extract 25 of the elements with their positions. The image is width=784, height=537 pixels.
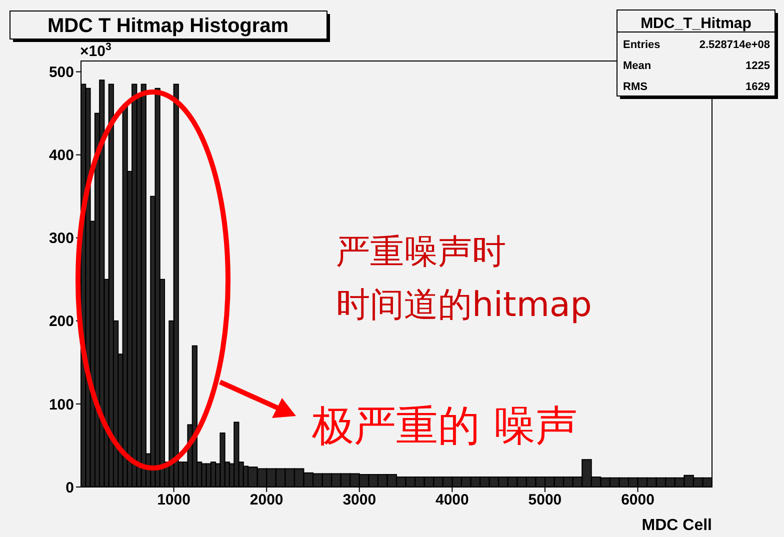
x-tick-label: 6000 — [621, 492, 654, 509]
annotation: 严重噪声时 — [336, 232, 506, 272]
chart-title: MDC T Hitmap Histogram — [47, 15, 289, 37]
x-tick-label: 1000 — [157, 492, 190, 509]
annotation: RMS — [623, 81, 648, 93]
text: 1629 — [746, 81, 770, 93]
y-tick-label: 300 — [48, 230, 74, 248]
y-tick-label: 100 — [48, 396, 74, 414]
y-tick-label: 200 — [48, 313, 74, 330]
x-tick-label: 2000 — [250, 492, 284, 509]
y-tick-label: 500 — [48, 64, 74, 82]
x-tick-label: 5000 — [528, 492, 562, 509]
text: 1225 — [746, 60, 770, 72]
text: 2.528714e+08 — [699, 39, 770, 51]
text: MDC_T_Hitmap — [640, 15, 752, 32]
y-tick-label: 400 — [48, 147, 74, 164]
y-tick-label: 0 — [66, 479, 74, 496]
x-axis-title: MDC Cell — [642, 517, 712, 534]
x-tick-label: 3000 — [342, 492, 376, 509]
text: Entries — [623, 39, 660, 51]
annotation: 极严重的 噪声 — [311, 401, 578, 450]
annotation: Mean — [623, 60, 652, 72]
x-tick-label: 4000 — [435, 492, 469, 509]
y-axis-title: ×10$^{3}$ — [80, 41, 112, 60]
annotation: 时间道的hitmap — [336, 285, 592, 325]
